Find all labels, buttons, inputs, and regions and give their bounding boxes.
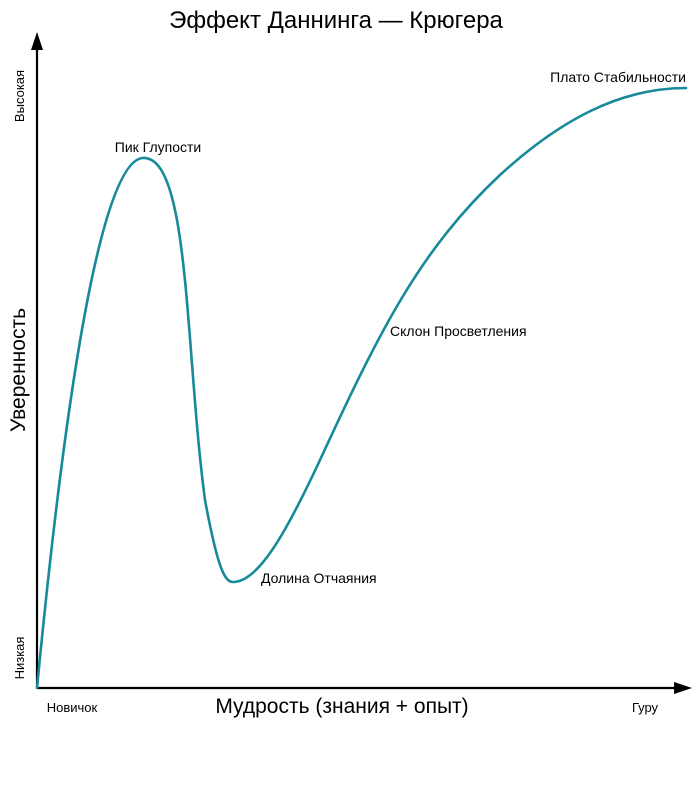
y-axis — [31, 32, 43, 688]
x-axis — [37, 682, 692, 694]
y-axis-low-label: Низкая — [12, 637, 27, 680]
x-axis-arrow — [674, 682, 692, 694]
x-axis-end-label: Гуру — [632, 700, 659, 715]
y-axis-high-label: Высокая — [12, 70, 27, 122]
diagram-title: Эффект Даннинга — Крюгера — [169, 7, 503, 34]
confidence-curve — [35, 86, 688, 690]
y-axis-arrow — [31, 32, 43, 50]
x-axis-start-label: Новичок — [47, 700, 98, 715]
stage-slope-label: Склон Просветления — [390, 323, 527, 339]
stage-valley-label: Долина Отчаяния — [261, 570, 377, 586]
x-axis-label: Мудрость (знания + опыт) — [215, 695, 468, 718]
stage-plateau-label: Плато Стабильности — [550, 69, 686, 85]
y-axis-label: Уверенность — [7, 308, 30, 432]
stage-peak-label: Пик Глупости — [115, 139, 201, 155]
